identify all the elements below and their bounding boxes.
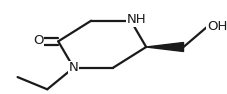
Text: O: O [33,34,44,47]
Polygon shape [146,42,183,52]
Text: NH: NH [126,13,146,26]
Text: OH: OH [206,20,227,33]
Text: N: N [69,61,78,74]
